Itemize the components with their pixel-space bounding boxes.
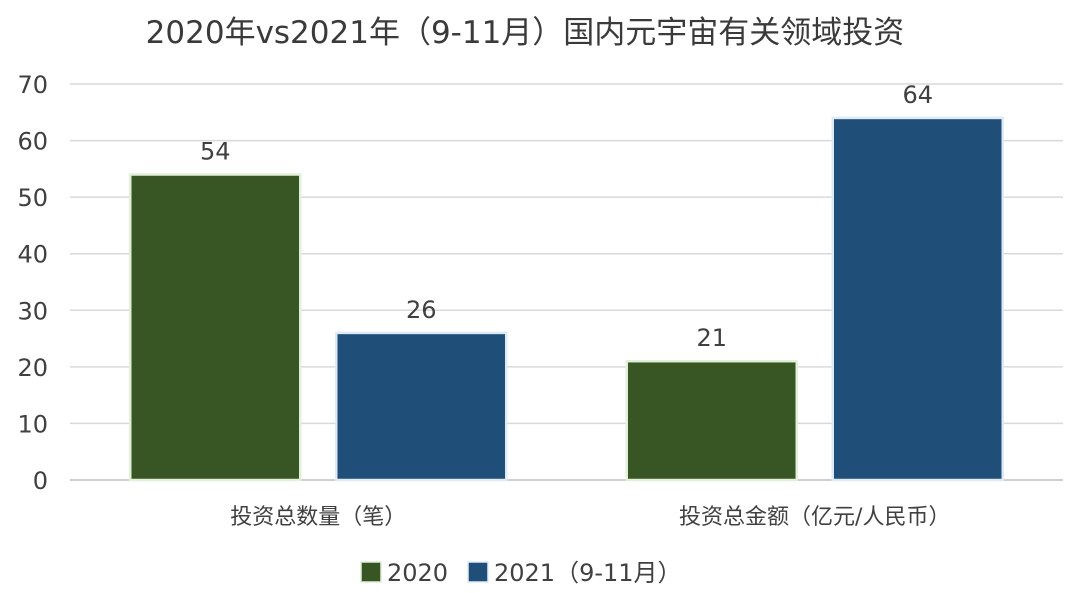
legend: 2020 2021（9-11月） <box>360 559 682 587</box>
y-tick-label: 50 <box>17 184 48 212</box>
y-tick-label: 10 <box>17 410 48 438</box>
data-label: 54 <box>200 138 231 166</box>
y-axis-ticks: 0 10 20 30 40 50 60 70 <box>17 71 48 495</box>
data-label: 21 <box>696 324 727 352</box>
bar <box>625 359 798 482</box>
legend-swatch <box>467 561 489 583</box>
y-tick-label: 60 <box>17 128 48 156</box>
x-tick-label: 投资总金额（亿元/人民币） <box>679 505 950 530</box>
bar <box>831 116 1004 482</box>
x-axis-ticks: 投资总数量（笔） 投资总金额（亿元/人民币） <box>230 505 950 530</box>
y-tick-label: 0 <box>33 467 48 495</box>
data-label: 64 <box>902 81 933 109</box>
legend-label: 2021（9-11月） <box>494 559 682 587</box>
chart-title: 2020年vs2021年（9-11月）国内元宇宙有关领域投资 <box>146 15 905 51</box>
legend-swatch <box>360 561 382 583</box>
bar <box>335 331 508 482</box>
y-tick-label: 30 <box>17 297 48 325</box>
legend-label: 2020 <box>387 559 448 587</box>
y-tick-label: 70 <box>17 71 48 99</box>
bars <box>129 116 1004 482</box>
data-label: 26 <box>406 296 437 324</box>
data-labels: 54 26 21 64 <box>200 81 933 352</box>
y-tick-label: 40 <box>17 241 48 269</box>
x-tick-label: 投资总数量（笔） <box>230 505 406 530</box>
bar <box>129 173 302 482</box>
y-tick-label: 20 <box>17 354 48 382</box>
